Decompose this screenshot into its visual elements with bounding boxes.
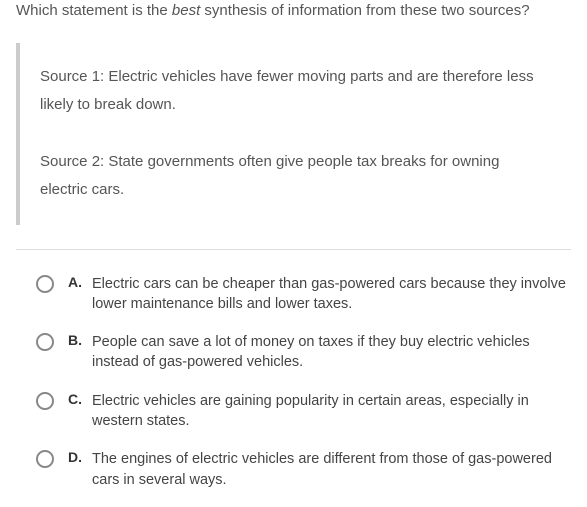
option-letter: C. bbox=[68, 391, 84, 407]
option-b[interactable]: B. People can save a lot of money on tax… bbox=[36, 332, 571, 373]
radio-icon bbox=[36, 450, 54, 468]
option-c[interactable]: C. Electric vehicles are gaining popular… bbox=[36, 391, 571, 432]
radio-icon bbox=[36, 392, 54, 410]
option-text: The engines of electric vehicles are dif… bbox=[92, 449, 571, 490]
option-letter: B. bbox=[68, 332, 84, 348]
question-suffix: synthesis of information from these two … bbox=[200, 2, 529, 19]
question-prompt: Which statement is the best synthesis of… bbox=[16, 0, 571, 23]
option-text: Electric cars can be cheaper than gas-po… bbox=[92, 274, 571, 315]
radio-icon bbox=[36, 275, 54, 293]
question-prefix: Which statement is the bbox=[16, 2, 172, 19]
options-list: A. Electric cars can be cheaper than gas… bbox=[16, 274, 571, 490]
option-text: Electric vehicles are gaining popularity… bbox=[92, 391, 571, 432]
option-letter: D. bbox=[68, 449, 84, 465]
radio-icon bbox=[36, 333, 54, 351]
question-emphasis: best bbox=[172, 2, 200, 19]
divider bbox=[16, 249, 571, 250]
option-d[interactable]: D. The engines of electric vehicles are … bbox=[36, 449, 571, 490]
source-1: Source 1: Electric vehicles have fewer m… bbox=[40, 63, 551, 120]
sources-container: Source 1: Electric vehicles have fewer m… bbox=[16, 43, 571, 225]
option-letter: A. bbox=[68, 274, 84, 290]
option-text: People can save a lot of money on taxes … bbox=[92, 332, 571, 373]
source-2: Source 2: State governments often give p… bbox=[40, 148, 551, 205]
option-a[interactable]: A. Electric cars can be cheaper than gas… bbox=[36, 274, 571, 315]
